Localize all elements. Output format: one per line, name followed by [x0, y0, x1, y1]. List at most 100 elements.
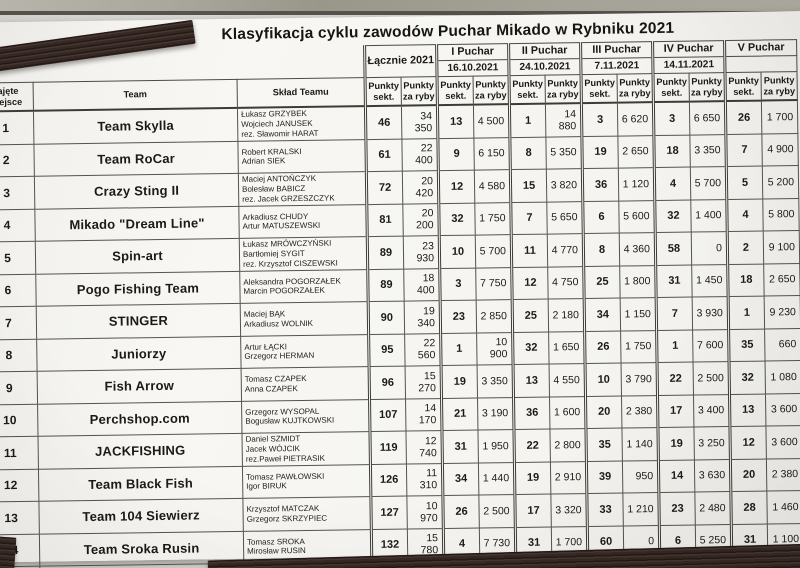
col-header-date: 7.11.2021 — [580, 57, 654, 75]
points-sekt-cell: 127 — [370, 496, 408, 530]
points-sekt-cell: 6 — [582, 200, 620, 234]
points-sekt-cell: 13 — [437, 104, 474, 139]
points-sekt-cell: 14 — [658, 459, 695, 493]
points-fish-cell: 1 080 — [765, 360, 800, 394]
team-members: Łukasz GRZYBEK Wojciech JANUSEK rez. Sławo… — [237, 106, 366, 141]
place-cell: 13 — [0, 501, 40, 535]
member-name: Anna CZAPEK — [244, 383, 298, 394]
points-sekt-cell: 35 — [585, 428, 623, 462]
col-header-points-sekt: Punkty sekt. — [437, 76, 474, 106]
points-fish-cell: 7 750 — [475, 267, 513, 301]
points-sekt-cell: 7 — [725, 133, 763, 167]
points-fish-cell: 3 320 — [550, 493, 588, 527]
points-fish-cell: 3 820 — [546, 168, 583, 202]
points-fish-cell: 2 650 — [617, 135, 655, 169]
team-name: Spin-art — [35, 238, 240, 274]
points-fish-cell: 5 650 — [546, 201, 584, 235]
points-sekt-cell: 31 — [655, 264, 693, 298]
col-header-group: V Puchar — [724, 39, 797, 57]
team-members: Tomasz PAWŁOWSKI Igor BIRUK — [242, 464, 371, 499]
points-fish-cell: 1 750 — [620, 330, 658, 364]
points-sekt-cell: 17 — [514, 494, 552, 528]
col-header-points-sekt: Punkty sekt. — [365, 77, 402, 107]
points-sekt-cell: 34 — [584, 298, 621, 332]
points-sekt-cell: 18 — [653, 134, 691, 168]
team-name: Team 104 Siewierz — [38, 498, 244, 534]
points-sekt-cell: 11 — [511, 234, 548, 268]
points-sekt-cell: 72 — [366, 171, 403, 205]
points-fish-cell: 5 700 — [475, 234, 512, 268]
points-fish-cell: 4 500 — [473, 104, 510, 138]
member-name: Artur MATUSZEWSKI — [242, 220, 321, 232]
team-members: Arkadiusz CHUDY Artur MATUSZEWSKI — [238, 204, 368, 239]
points-sekt-cell: 10 — [585, 363, 622, 397]
points-fish-cell: 14 170 — [405, 398, 442, 432]
points-sekt-cell: 19 — [657, 427, 695, 461]
points-sekt-cell: 89 — [367, 268, 405, 302]
place-cell: 1 — [0, 110, 34, 145]
member-name: rez. Krzysztof CISZEWSKI — [243, 258, 338, 269]
points-fish-cell: 2 180 — [548, 298, 585, 332]
member-name: Marcin POGORZAŁEK — [243, 285, 325, 297]
team-members: Łukasz MRÓWCZYŃSKI Bartłomiej SYGIT rez. K… — [239, 236, 368, 271]
points-fish-cell: 1 120 — [618, 167, 655, 201]
points-fish-cell: 2 380 — [766, 458, 800, 492]
points-fish-cell: 10 970 — [406, 495, 444, 529]
points-fish-cell: 14 880 — [545, 103, 582, 137]
points-fish-cell: 10 900 — [476, 332, 514, 366]
team-name: Crazy Sting II — [34, 173, 239, 209]
points-fish-cell: 1 460 — [766, 490, 800, 524]
points-sekt-cell: 32 — [512, 331, 550, 365]
points-sekt-cell: 39 — [586, 460, 623, 494]
points-sekt-cell: 8 — [583, 233, 620, 267]
points-sekt-cell: 19 — [441, 365, 478, 399]
points-fish-cell: 5 800 — [762, 198, 800, 232]
points-fish-cell: 950 — [622, 460, 659, 494]
points-fish-cell: 1 650 — [548, 331, 586, 365]
points-fish-cell: 2 500 — [693, 361, 730, 395]
points-sekt-cell: 19 — [514, 461, 551, 495]
team-members: Robert KRALSKI Adrian SIEK — [237, 139, 367, 174]
points-sekt-cell: 17 — [657, 394, 694, 428]
points-sekt-cell: 25 — [583, 265, 621, 299]
member-name: Bogusław KUJTKOWSKI — [245, 415, 335, 427]
points-sekt-cell: 3 — [439, 267, 477, 301]
points-sekt-cell: 7 — [656, 297, 693, 331]
points-fish-cell: 4 900 — [761, 133, 799, 167]
points-fish-cell: 5 350 — [545, 136, 583, 170]
points-sekt-cell: 3 — [581, 102, 618, 137]
points-fish-cell: 2 850 — [476, 299, 513, 333]
points-fish-cell: 5 700 — [690, 166, 727, 200]
col-header-group: III Puchar — [580, 41, 653, 59]
points-fish-cell: 9 100 — [763, 230, 800, 264]
points-sekt-cell: 28 — [730, 491, 768, 525]
magnet-bar-corner — [0, 536, 17, 568]
points-fish-cell: 1 800 — [619, 265, 657, 299]
place-cell: 10 — [0, 403, 39, 437]
team-members: Grzegorz WYSOPAL Bogusław KUJTKOWSKI — [241, 399, 370, 434]
points-fish-cell: 2 910 — [550, 461, 587, 495]
points-sekt-cell: 21 — [441, 397, 478, 431]
team-members: Maciej ANTOŃCZYK Bolesław BABICZ rez. Jace… — [238, 171, 367, 206]
points-sekt-cell: 3 — [653, 101, 690, 136]
col-header-points-fish: Punkty za ryby — [473, 75, 510, 105]
points-sekt-cell: 126 — [370, 463, 407, 497]
points-sekt-cell: 12 — [729, 426, 767, 460]
place-cell: 4 — [0, 208, 36, 243]
col-header-points-sekt: Punkty sekt. — [653, 73, 690, 103]
col-header-points-sekt: Punkty sekt. — [509, 75, 546, 105]
points-fish-cell: 1 210 — [622, 492, 660, 526]
col-header-date: 16.10.2021 — [436, 59, 510, 77]
points-fish-cell: 5 200 — [762, 165, 799, 199]
col-header-team: Team — [33, 79, 238, 111]
points-fish-cell: 0 — [691, 231, 728, 265]
col-header-date — [724, 55, 797, 73]
points-sekt-cell: 89 — [367, 236, 404, 270]
col-header-place: Zajęte miejsce — [0, 82, 34, 112]
points-sekt-cell: 95 — [368, 333, 406, 367]
points-fish-cell: 2 800 — [549, 428, 587, 462]
col-header-points-fish: Punkty za ryby — [688, 72, 726, 102]
points-sekt-cell: 13 — [513, 364, 550, 398]
member-name: Arkadiusz WOLNIK — [243, 318, 313, 329]
team-name: Team Black Fish — [38, 465, 243, 502]
